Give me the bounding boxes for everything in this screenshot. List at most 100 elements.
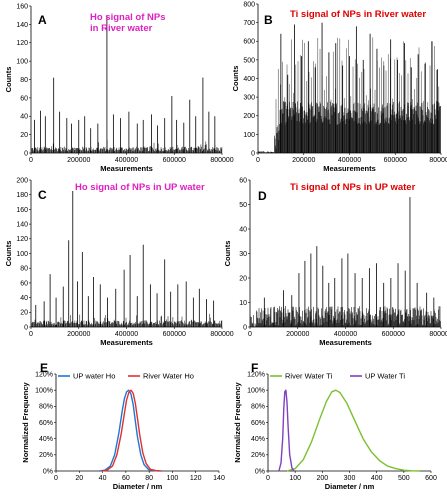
x-tick-label: 200000 [67,157,90,164]
y-axis-label: Counts [4,67,13,93]
y-tick-label: 80 [20,266,28,273]
panel-letter: A [38,13,47,27]
x-tick-label: 100 [289,475,301,482]
x-tick-label: 600000 [163,157,186,164]
x-tick-label: 100 [167,475,179,482]
y-tick-label: 100% [35,388,53,395]
y-tick-label: 300 [243,95,255,102]
y-tick-label: 60% [251,420,265,427]
y-tick-label: 40 [239,226,247,233]
panel-title: Ho signal of NPs in UP water [75,182,205,193]
panel-d: 0 10 20 30 40 50 60 0 200000 400000 600000 800000 Me… [223,177,447,347]
panel-letter: D [258,189,267,203]
y-tick-label: 0 [24,150,28,157]
legend-label: UP water Ho [73,372,115,381]
y-tick-label: 40 [20,114,28,121]
y-tick-label: 0 [24,324,28,331]
panel-f: 0% 20% 40% 60% 80% 100% 120% 0 100 200 300 400 500 60… [233,361,437,491]
panel-letter: C [38,188,47,202]
y-tick-label: 10 [239,300,247,307]
y-tick-label: 120% [247,371,265,378]
y-tick-label: 0 [243,324,247,331]
panel-title-line: Ho signal of NPs [90,12,165,23]
y-tick-label: 0% [43,468,53,475]
panel-letter: B [264,13,273,27]
x-tick-label: 400000 [338,157,361,164]
y-tick-label: 60 [20,95,28,102]
y-axis-label: Counts [4,241,13,267]
x-tick-label: 500 [398,475,410,482]
y-tick-label: 50 [239,202,247,209]
x-tick-label: 0 [29,157,33,164]
y-tick-label: 180 [16,192,28,199]
x-tick-label: 800000 [429,331,447,338]
x-tick-label: 80 [145,475,153,482]
x-tick-label: 140 [213,475,225,482]
x-axis-label: Diameter / nm [113,482,163,491]
legend-label: River Water Ti [285,372,333,381]
panel-letter: E [40,361,48,375]
y-tick-label: 40% [251,436,265,443]
x-tick-label: 600000 [384,157,407,164]
y-tick-label: 120 [16,236,28,243]
x-tick-label: 60 [122,475,130,482]
noise-floor [249,306,441,327]
y-tick-label: 200 [16,177,28,184]
x-tick-label: 20 [75,475,83,482]
panel-b: 0 100 200 300 400 500 600 700 800 0 200000 400000 60… [231,1,447,173]
panel-letter: F [251,361,258,375]
y-tick-label: 100 [243,132,255,139]
y-tick-label: 800 [243,1,255,8]
y-tick-label: 140 [16,22,28,29]
y-tick-label: 140 [16,222,28,229]
y-tick-label: 20 [20,310,28,317]
x-tick-label: 400000 [115,157,138,164]
y-tick-label: 700 [243,20,255,27]
x-axis-label: Measurements [319,338,372,347]
noise-floor [31,139,223,153]
y-tick-label: 60 [239,177,247,184]
x-axis-label: Measurements [323,164,376,173]
y-tick-label: 60% [39,420,53,427]
panel-a: 0 20 40 60 80 100 120 140 160 0 200000 400000 600000… [4,3,234,173]
legend-label: UP Water Ti [365,372,405,381]
panel-c: 0 20 40 60 80 100 120 140 160 180 200 0 200000 400000… [4,177,234,347]
y-tick-label: 200 [243,113,255,120]
y-tick-label: 60 [20,280,28,287]
y-tick-label: 40% [39,436,53,443]
x-tick-label: 600 [425,475,437,482]
y-axis-label: Normalized Frequency [233,381,242,462]
x-tick-label: 200000 [292,157,315,164]
y-axis-label: Counts [231,66,240,92]
y-tick-label: 100 [16,251,28,258]
x-tick-label: 300 [344,475,356,482]
x-tick-label: 400 [371,475,383,482]
y-tick-label: 20 [239,275,247,282]
y-tick-label: 120 [16,40,28,47]
x-tick-label: 600000 [163,331,186,338]
y-tick-label: 160 [16,3,28,10]
y-tick-label: 120% [35,371,53,378]
y-tick-label: 80% [39,404,53,411]
x-tick-label: 200 [316,475,328,482]
y-tick-label: 20 [20,132,28,139]
x-tick-label: 0 [256,157,260,164]
legend-label: River Water Ho [143,372,194,381]
y-tick-label: 80% [251,404,265,411]
y-axis-label: Counts [223,241,232,267]
panel-title: Ti signal of NPs in River water [290,9,426,20]
x-tick-label: 800000 [210,331,233,338]
y-tick-label: 400 [243,76,255,83]
y-tick-label: 500 [243,57,255,64]
x-tick-label: 120 [190,475,202,482]
y-tick-label: 0 [251,150,255,157]
panel-title: Ti signal of NPs in UP water [290,182,416,193]
y-tick-label: 100% [247,388,265,395]
x-tick-label: 400000 [115,331,138,338]
x-tick-label: 0 [54,475,58,482]
x-tick-label: 800000 [210,157,233,164]
y-tick-label: 30 [239,251,247,258]
x-axis-label: Measurements [100,338,153,347]
